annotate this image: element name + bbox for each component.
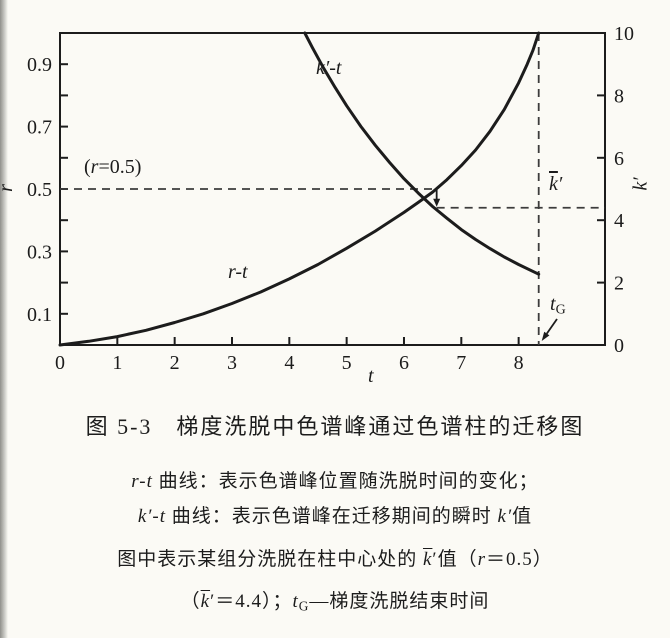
migration-chart: 0 1 2 3 4 5 6 7 8 0.1 0.3 0.5 0.7 0.9 0 2 4 6 8 10 (27, 23, 634, 374)
text-segment: 值 (512, 506, 533, 527)
chart-area: 0 1 2 3 4 5 6 7 8 0.1 0.3 0.5 0.7 0.9 0 2 4 6 8 10 (r=0.5) … (0, 23, 652, 386)
r-tick-label: 0.3 (27, 241, 52, 263)
text-segment: ( (84, 156, 91, 178)
caption-line-rt: r-t 曲线：表示色谱峰位置随洗脱时间的变化； (0, 470, 670, 495)
curve-r-vs-t (58, 31, 541, 347)
text-segment: ′＝4.4）； (210, 591, 293, 612)
text-segment: t (368, 365, 374, 387)
text-segment: =0.5) (98, 156, 142, 178)
text-segment: k′-t (137, 506, 167, 527)
text-segment: ′ (557, 173, 563, 195)
scan-edge-shadow (0, 0, 8, 638)
x-axis-label-t: t (368, 366, 374, 386)
curve-label-r-t: r-t (228, 262, 248, 282)
caption-line-kt: k′-t 曲线：表示色谱峰在迁移期间的瞬时 k′值 (0, 505, 670, 530)
text-segment: ′值（ (432, 549, 478, 570)
k-tick-label: 2 (614, 273, 624, 295)
text-segment: t (292, 591, 299, 612)
x-tick-label: 3 (227, 352, 237, 374)
text-segment: k′-t (316, 57, 342, 79)
curve-k-prime-vs-t (303, 31, 541, 276)
curve-label-k-t: k′-t (316, 58, 341, 78)
text-segment: 曲线：表示色谱峰在迁移期间的瞬时 (166, 506, 498, 527)
r-tick-label: 0.9 (27, 54, 52, 76)
text-segment: 曲线：表示色谱峰位置随洗脱时间的变化； (152, 471, 539, 492)
annotation-tG: tG (550, 294, 566, 318)
r-tick-label: 0.1 (27, 304, 52, 326)
text-segment: —梯度洗脱结束时间 (309, 591, 490, 612)
k-tick-label: 10 (614, 23, 634, 45)
x-tick-label: 0 (55, 352, 65, 374)
k-tick-label: 4 (614, 210, 624, 232)
k-tick-label: 8 (614, 85, 624, 107)
r-tick-label: 0.5 (27, 179, 52, 201)
text-segment: ＝0.5） (486, 549, 553, 570)
text-segment: t (550, 293, 556, 315)
text-segment: 图中表示某组分洗脱在柱中心处的 (117, 549, 423, 570)
x-tick-label: 1 (112, 352, 122, 374)
text-segment: （ (180, 591, 201, 612)
text-segment: r-t (228, 261, 248, 283)
y-axis-label-right-k-prime: k′ (629, 177, 652, 191)
text-segment: k (200, 591, 211, 612)
tG-pointer-arrow-head (541, 331, 550, 341)
text-segment: r (477, 549, 486, 570)
text-segment: r-t (131, 471, 153, 492)
x-tick-label: 5 (342, 352, 352, 374)
caption-line-tG: （k′＝4.4）；tG—梯度洗脱结束时间 (0, 590, 670, 615)
text-segment: G (298, 598, 310, 614)
x-tick-label: 4 (284, 352, 294, 374)
annotation-r-equals-0.5: (r=0.5) (84, 157, 141, 177)
tG-pointer-arrow-shaft (546, 318, 558, 335)
x-tick-label: 8 (514, 352, 524, 374)
kbar-readoff-arrow-head (433, 198, 441, 207)
annotation-kbar: k′ (549, 174, 562, 194)
x-tick-label: 6 (399, 352, 409, 374)
text-segment: k (549, 173, 558, 195)
k-tick-label: 0 (614, 335, 624, 357)
text-segment: k′ (497, 506, 513, 527)
caption-line-kbar: 图中表示某组分洗脱在柱中心处的 k′值（r＝0.5） (0, 548, 670, 573)
figure-caption-title: 图 5-3 梯度洗脱中色谱峰通过色谱柱的迁移图 (85, 414, 585, 439)
text-segment: k (422, 549, 433, 570)
x-tick-label: 2 (170, 352, 180, 374)
text-segment: G (555, 302, 566, 318)
text-segment: r (0, 184, 17, 192)
k-tick-label: 6 (614, 148, 624, 170)
x-tick-label: 7 (456, 352, 466, 374)
r-tick-label: 0.7 (27, 117, 52, 139)
text-segment: k′ (629, 177, 652, 191)
text-segment: r (90, 156, 99, 178)
y-axis-label-left-r: r (0, 184, 17, 192)
